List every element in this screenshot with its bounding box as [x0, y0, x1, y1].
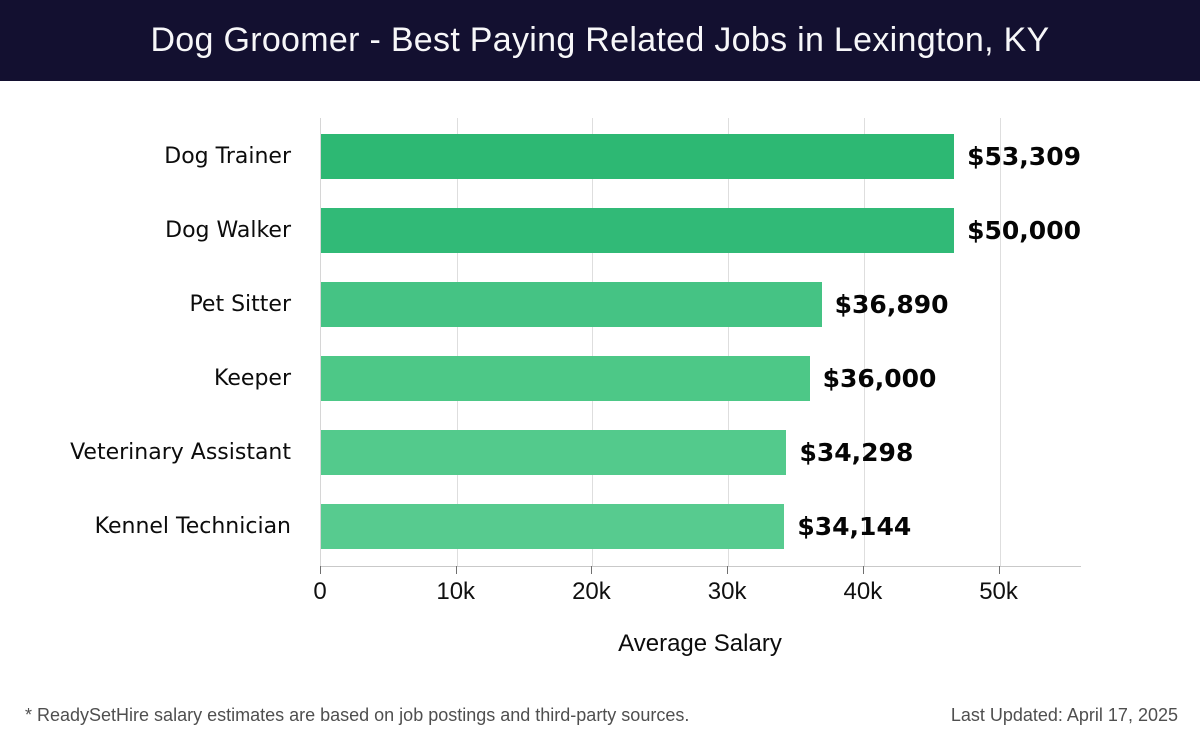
- gridline-20k: [592, 118, 594, 566]
- value-label: $34,298: [799, 438, 914, 467]
- bar-row: $36,000: [321, 356, 1081, 401]
- tick-label-10k: 10k: [436, 578, 476, 605]
- tick-mark-40k: [862, 566, 864, 574]
- value-label: $36,000: [822, 364, 937, 393]
- footer-source-note: * ReadySetHire salary estimates are base…: [25, 705, 690, 725]
- bar-row: $36,890: [321, 282, 1081, 327]
- tick-mark-30k: [727, 566, 729, 574]
- bar-keeper: [321, 356, 810, 401]
- bar-veterinary-assistant: [321, 430, 787, 475]
- chart-header: Dog Groomer - Best Paying Related Jobs i…: [0, 0, 1200, 81]
- chart-title: Dog Groomer - Best Paying Related Jobs i…: [150, 21, 1050, 59]
- x-axis-title: Average Salary: [618, 630, 782, 657]
- value-label: $34,144: [797, 512, 912, 541]
- bar-pet-sitter: [321, 282, 822, 327]
- gridline-40k: [863, 118, 865, 566]
- footer-last-updated: Last Updated: April 17, 2025: [950, 705, 1178, 725]
- tick-label-20k: 20k: [572, 578, 611, 605]
- tick-label-40k: 40k: [843, 578, 883, 605]
- category-label: Keeper: [214, 366, 291, 391]
- bar-kennel-technician: [321, 504, 785, 549]
- tick-mark-50k: [998, 566, 1000, 574]
- category-label: Pet Sitter: [189, 292, 291, 317]
- category-label: Kennel Technician: [94, 514, 291, 539]
- footer: * ReadySetHire salary estimates are base…: [0, 705, 1200, 726]
- category-label: Dog Walker: [165, 218, 291, 243]
- tick-label-30k: 30k: [707, 578, 747, 605]
- tick-mark-20k: [591, 566, 593, 574]
- bar-row: $53,309: [321, 134, 1081, 179]
- value-label: $53,309: [967, 142, 1081, 171]
- tick-label-0: 0: [313, 578, 327, 605]
- category-label: Dog Trainer: [164, 144, 291, 169]
- bar-dog-walker: [321, 208, 955, 253]
- value-label: $50,000: [967, 216, 1081, 245]
- gridline-30k: [728, 118, 730, 566]
- plot-area: $53,309 $50,000 $36,890 $36,000 $34,298 $34,1…: [320, 118, 1081, 567]
- tick-label-50k: 50k: [979, 578, 1018, 605]
- bar-row: $50,000: [321, 208, 1081, 253]
- gridline-50k: [999, 118, 1001, 566]
- value-label: $36,890: [834, 290, 949, 319]
- category-label: Veterinary Assistant: [70, 440, 291, 465]
- tick-mark-10k: [455, 566, 457, 574]
- bar-row: $34,144: [321, 504, 1081, 549]
- tick-mark-0: [320, 566, 321, 574]
- gridline-10k: [456, 118, 458, 566]
- bar-row: $34,298: [321, 430, 1081, 475]
- bar-dog-trainer: [321, 134, 955, 179]
